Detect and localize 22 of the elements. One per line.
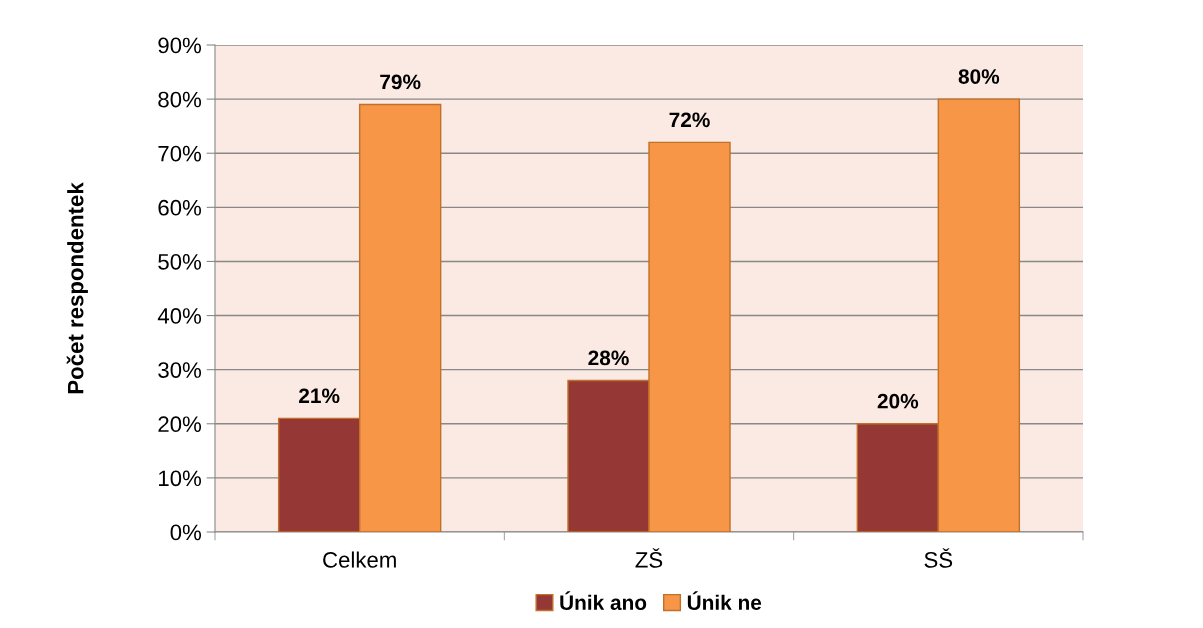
data-label: 21% — [299, 388, 340, 404]
y-tick-label: 90% — [158, 37, 202, 54]
y-tick-label: 20% — [158, 416, 202, 433]
y-tick-label: 0% — [170, 524, 202, 541]
x-tick-label: ZŠ — [635, 548, 663, 568]
data-label: 79% — [380, 74, 421, 90]
y-axis-title: Počet respondentek — [66, 182, 88, 394]
legend-label: Únik ne — [687, 591, 762, 610]
data-label: 80% — [958, 69, 1000, 84]
y-tick-label: 60% — [158, 199, 202, 216]
x-tick-label: SŠ — [924, 548, 953, 568]
data-label: 72% — [669, 112, 710, 128]
y-tick-label: 10% — [159, 470, 202, 487]
y-tick-label: 70% — [158, 145, 202, 162]
data-label: 28% — [588, 350, 629, 366]
x-tick-label: Celkem — [323, 551, 396, 568]
y-tick-label: 40% — [157, 308, 202, 324]
data-label: 20% — [877, 393, 919, 409]
legend-label: Únik ano — [560, 591, 647, 610]
y-tick-label: 50% — [158, 253, 202, 270]
y-tick-label: 30% — [158, 362, 202, 378]
y-tick-label: 80% — [158, 91, 202, 108]
